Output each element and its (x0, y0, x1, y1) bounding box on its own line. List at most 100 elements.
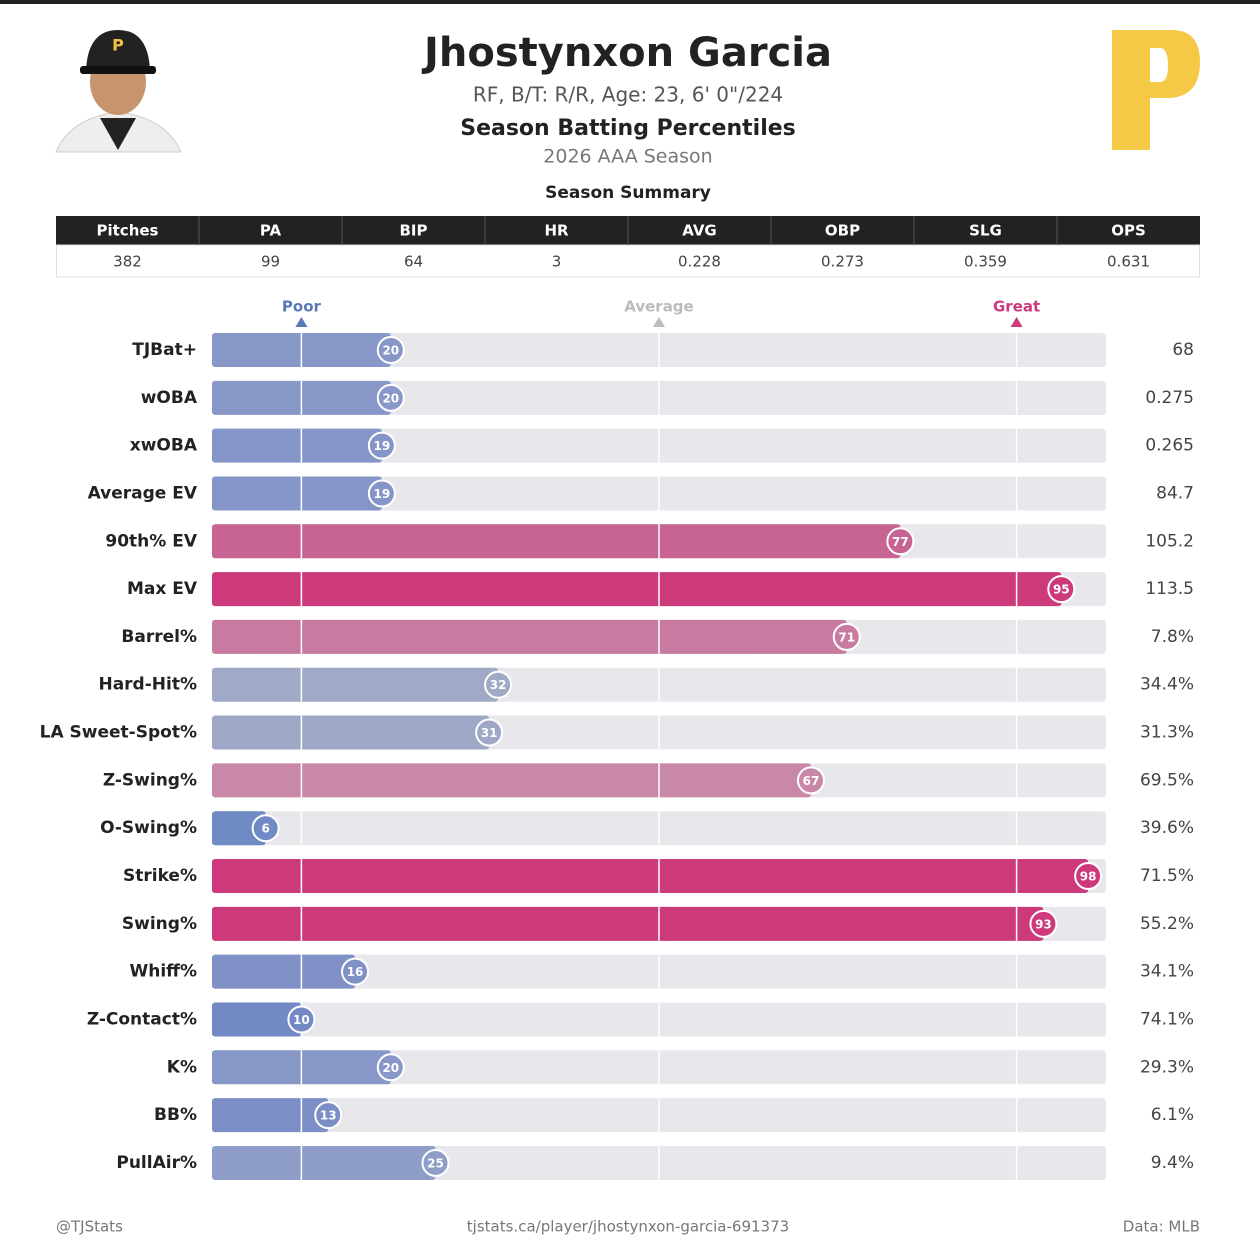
stat-value: 34.1% (1140, 962, 1194, 982)
percentile-label: 25 (427, 1156, 444, 1170)
summary-table: Pitches 382 PA 99 BIP 64 HR 3 AVG 0.228 OBP 0.273 SL… (56, 216, 1200, 278)
y-tick-label: Z-Contact% (87, 1009, 197, 1029)
bar (212, 763, 811, 798)
table-header: SLG (969, 222, 1002, 240)
x-tick-label: Poor (282, 298, 322, 316)
percentile-badge (376, 1053, 405, 1082)
y-tick-label: xwOBA (130, 436, 198, 456)
y-tick-label: Strike% (123, 866, 197, 886)
table-header: OBP (825, 222, 860, 240)
percentile-label: 13 (320, 1109, 337, 1123)
percentile-badge (251, 814, 280, 843)
player-name: Jhostynxon Garcia (421, 30, 832, 76)
bar (212, 667, 499, 702)
bar (212, 619, 847, 654)
percentile-badge (367, 479, 396, 508)
table-header: BIP (399, 222, 427, 240)
bar (212, 428, 382, 463)
table-cell: 3 (552, 253, 562, 271)
stat-value: 0.265 (1145, 436, 1194, 456)
footer-right: Data: MLB (1123, 1218, 1200, 1236)
bar (212, 715, 490, 750)
percentile-label: 31 (481, 726, 498, 740)
table-cell: 0.631 (1107, 253, 1150, 271)
percentile-badge (1047, 575, 1076, 604)
stat-value: 6.1% (1151, 1105, 1194, 1125)
stat-value: 69.5% (1140, 770, 1194, 790)
table-cell: 64 (404, 253, 423, 271)
y-tick-label: Max EV (127, 579, 198, 599)
y-tick-label: 90th% EV (105, 531, 197, 551)
bar (212, 811, 266, 846)
svg-text:P: P (112, 36, 124, 55)
stat-value: 105.2 (1145, 531, 1194, 551)
percentile-badge (796, 766, 825, 795)
stat-value: 29.3% (1140, 1057, 1194, 1077)
percentile-badge (832, 622, 861, 651)
percentile-label: 19 (374, 487, 391, 501)
stat-value: 74.1% (1140, 1009, 1194, 1029)
percentile-label: 10 (293, 1013, 310, 1027)
stat-value: 113.5 (1145, 579, 1194, 599)
player-photo: P (55, 30, 182, 153)
y-tick-label: Z-Swing% (103, 770, 197, 790)
y-tick-label: LA Sweet-Spot% (40, 723, 197, 743)
y-tick-label: BB% (154, 1105, 197, 1125)
tick-marker (295, 317, 308, 327)
y-tick-label: Barrel% (121, 627, 197, 647)
percentile-label: 16 (347, 965, 364, 979)
team-logo (1112, 30, 1200, 150)
percentile-label: 98 (1080, 870, 1097, 884)
bar (212, 476, 382, 511)
percentile-label: 20 (382, 391, 399, 405)
tick-marker (653, 317, 665, 327)
tick-marker (1010, 317, 1023, 327)
stat-value: 9.4% (1151, 1153, 1194, 1173)
table-cell: 0.273 (821, 253, 864, 271)
percentile-label: 67 (803, 774, 820, 788)
player-info: RF, B/T: R/R, Age: 23, 6' 0"/224 (473, 83, 783, 107)
bar (212, 1145, 436, 1180)
bar (212, 906, 1044, 941)
bar (212, 1002, 302, 1037)
y-tick-label: PullAir% (116, 1153, 197, 1173)
percentile-label: 19 (374, 439, 391, 453)
table-cell: 0.228 (678, 253, 721, 271)
percentile-badge (475, 718, 504, 747)
table-header: Pitches (97, 222, 159, 240)
stat-value: 39.6% (1140, 818, 1194, 838)
x-tick-label: Great (993, 298, 1040, 316)
footer-left: @TJStats (56, 1218, 123, 1236)
y-tick-label: wOBA (141, 388, 198, 408)
percentile-label: 71 (838, 630, 855, 644)
y-tick-label: Whiff% (130, 962, 198, 982)
y-tick-label: K% (167, 1057, 197, 1077)
stat-value: 71.5% (1140, 866, 1194, 886)
table-header: PA (260, 222, 282, 240)
percentile-badge (484, 670, 513, 699)
percentile-badge (376, 336, 405, 364)
stat-value: 0.275 (1145, 388, 1194, 408)
percentile-label: 6 (261, 822, 269, 836)
table-cell: 0.359 (964, 253, 1007, 271)
percentile-label: 32 (490, 678, 507, 692)
bar (212, 859, 1089, 894)
y-tick-label: TJBat+ (132, 340, 197, 360)
percentile-badge (1029, 909, 1058, 938)
y-tick-label: O-Swing% (100, 818, 197, 838)
stat-value: 34.4% (1140, 675, 1194, 695)
stat-value: 7.8% (1151, 627, 1194, 647)
percentile-label: 20 (382, 1061, 399, 1075)
percentile-label: 77 (892, 535, 909, 549)
bar (212, 954, 356, 989)
table-cell: 382 (113, 253, 142, 271)
y-tick-label: Hard-Hit% (98, 675, 197, 695)
stat-value: 55.2% (1140, 914, 1194, 934)
top-border (0, 0, 1260, 4)
table-header: HR (544, 222, 569, 240)
stat-value: 68 (1172, 340, 1194, 360)
bar (212, 1098, 329, 1133)
percentile-label: 95 (1053, 583, 1070, 597)
stat-value: 84.7 (1156, 483, 1194, 503)
